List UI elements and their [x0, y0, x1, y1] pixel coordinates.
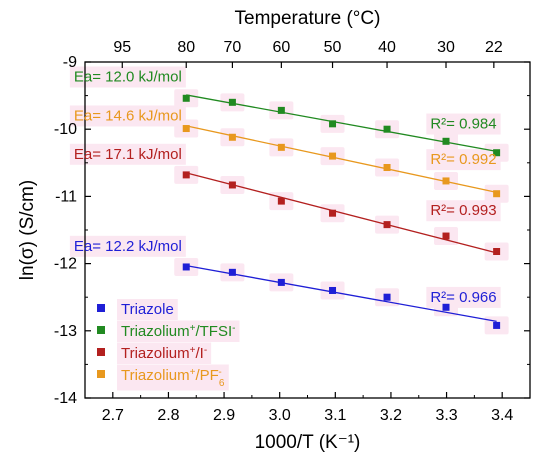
- legend-label-0: Triazole: [121, 301, 174, 318]
- r2-highlight: [426, 149, 501, 171]
- y-tick-label: -13: [54, 323, 77, 340]
- data-point-1-4: [383, 125, 391, 133]
- r2-label-1: R²= 0.984: [430, 116, 496, 133]
- data-point-3-1: [228, 133, 236, 141]
- y-tick-label: -11: [55, 188, 77, 205]
- data-point-2-1: [228, 181, 236, 189]
- x-tick-label: 3.0: [269, 407, 291, 424]
- data-point-1-5: [442, 137, 450, 145]
- data-point-3-2: [277, 143, 285, 151]
- ea-highlight: [69, 143, 186, 165]
- legend: Triazole Triazolium+/TFSI- Triazolium+/I- T…: [97, 301, 235, 389]
- legend-highlight: [117, 299, 178, 320]
- top-tick-label: 30: [437, 39, 455, 56]
- data-point-3-6: [493, 190, 501, 198]
- legend-label-3: Triazolium+/PF6-: [121, 367, 225, 389]
- data-point-3-5: [442, 177, 450, 185]
- y-axis-title: ln(σ) (S/cm): [17, 180, 38, 280]
- legend-marker-1: [97, 326, 105, 334]
- legend-highlight: [117, 364, 229, 391]
- data-point-2-0: [182, 171, 190, 179]
- ea-highlight: [69, 235, 186, 257]
- top-tick-label: 80: [177, 39, 195, 56]
- data-point-1-2: [277, 106, 285, 114]
- legend-marker-2: [97, 348, 105, 356]
- data-point-2-3: [329, 209, 337, 217]
- r2-label-0: R²= 0.966: [430, 289, 496, 306]
- ea-label-0: Ea= 12.2 kJ/mol: [74, 238, 182, 255]
- legend-highlight: [117, 320, 240, 342]
- x-tick-label: 2.8: [157, 407, 179, 424]
- data-point-1-6: [493, 149, 501, 157]
- data-point-2-5: [442, 232, 450, 240]
- x-tick-label: 3.4: [491, 407, 513, 424]
- data-point-1-3: [329, 120, 337, 128]
- data-point-2-4: [383, 221, 391, 229]
- data-point-0-2: [277, 278, 285, 286]
- ea-label-3: Ea= 14.6 kJ/mol: [74, 107, 182, 124]
- data-point-0-4: [383, 293, 391, 301]
- ea-label-2: Ea= 17.1 kJ/mol: [74, 146, 182, 163]
- ea-highlight: [69, 66, 186, 88]
- x-tick-label: 2.7: [102, 407, 124, 424]
- data-point-0-6: [493, 321, 501, 329]
- data-point-3-3: [329, 152, 337, 160]
- data-point-2-2: [277, 197, 285, 205]
- ea-highlight: [69, 105, 186, 127]
- r2-highlight: [426, 200, 501, 222]
- y-tick-label: -14: [54, 390, 77, 407]
- data-point-0-3: [329, 286, 337, 294]
- top-axis-title: Temperature (°C): [235, 8, 381, 29]
- legend-highlight: [117, 342, 212, 364]
- fit-line-0: [186, 264, 497, 323]
- data-point-2-6: [493, 248, 501, 256]
- data-point-1-0: [182, 94, 190, 102]
- label-highlight-layer: [69, 66, 509, 391]
- y-tick-label: -10: [54, 121, 77, 138]
- data-points: [182, 94, 501, 329]
- x-tick-label: 3.1: [324, 407, 346, 424]
- y-tick-label: -12: [54, 256, 77, 273]
- top-tick-label: 95: [113, 39, 131, 56]
- x-tick-label: 3.2: [380, 407, 402, 424]
- r2-highlight: [426, 286, 501, 308]
- r2-label-2: R²= 0.993: [430, 202, 496, 219]
- data-point-3-4: [383, 164, 391, 172]
- top-tick-label: 50: [324, 39, 342, 56]
- top-tick-label: 40: [378, 39, 396, 56]
- data-point-0-0: [182, 263, 190, 271]
- data-point-1-1: [228, 98, 236, 106]
- r2-highlight: [426, 113, 501, 135]
- y-tick-label: -9: [63, 54, 77, 71]
- legend-label-1: Triazolium+/TFSI-: [121, 323, 235, 341]
- legend-label-2: Triazolium+/I-: [121, 345, 207, 363]
- legend-marker-0: [97, 304, 105, 312]
- data-point-0-1: [228, 268, 236, 276]
- annotations: Ea= 12.2 kJ/mol R²= 0.966 Ea= 12.0 kJ/mol R…: [74, 68, 497, 305]
- top-tick-label: 60: [272, 39, 290, 56]
- x-tick-label: 3.3: [435, 407, 457, 424]
- top-tick-label: 70: [224, 39, 242, 56]
- x-tick-label: 2.9: [213, 407, 235, 424]
- ea-label-1: Ea= 12.0 kJ/mol: [74, 68, 182, 85]
- axis-ticks: 2.7 2.8 2.9 3.0 3.1 3.2 3.3 3.4 -14 -13 -12 -11 -10 -…: [54, 39, 530, 424]
- top-tick-label: 22: [485, 39, 503, 56]
- x-axis-title: 1000/T (K⁻¹): [255, 432, 361, 453]
- data-point-3-0: [182, 125, 190, 133]
- r2-label-3: R²= 0.992: [430, 151, 496, 168]
- data-point-0-5: [442, 303, 450, 311]
- legend-marker-3: [97, 370, 105, 378]
